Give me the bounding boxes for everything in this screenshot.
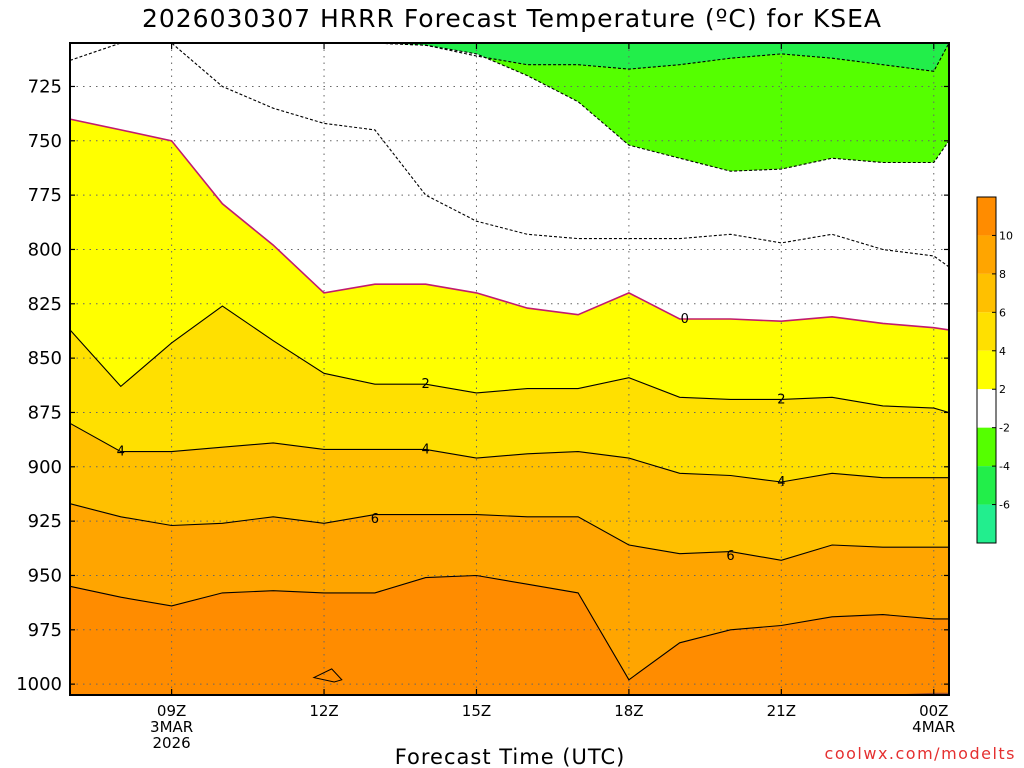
colorbar-tick-label: 6 — [999, 306, 1006, 319]
contour-label: 4 — [777, 475, 785, 490]
contour-line — [69, 574, 949, 681]
x-tick-label: 4MAR — [912, 718, 955, 736]
colorbar-swatch — [977, 235, 996, 274]
y-tick-label: 925 — [28, 511, 62, 532]
colorbar-tick-label: -6 — [999, 499, 1010, 512]
x-tick-label: 00Z — [919, 702, 948, 720]
plot-frame — [69, 42, 950, 696]
colorbar-tick-label: 4 — [999, 345, 1006, 358]
chart-title: 2026030307 HRRR Forecast Temperature (ºC… — [141, 4, 883, 33]
colorbar-tick-label: 2 — [999, 383, 1006, 396]
small-contour-feature — [312, 668, 343, 683]
grid — [70, 43, 949, 695]
x-tick-label: 3MAR — [150, 718, 193, 736]
contour-label: 4 — [422, 442, 430, 457]
contour-line — [69, 422, 949, 483]
colorbar-swatch — [977, 389, 996, 428]
colorbar-swatch — [977, 273, 996, 313]
contour-label: 0 — [681, 312, 689, 327]
colorbar-swatch — [977, 427, 996, 467]
colorbar-swatch — [977, 312, 996, 351]
contour-line — [69, 42, 950, 268]
y-tick-label: 1000 — [16, 674, 62, 695]
colorbar-swatch — [977, 350, 996, 390]
contour-line — [69, 118, 950, 331]
x-tick-label: 21Z — [767, 702, 796, 720]
y-tick-label: 725 — [28, 76, 62, 97]
colorbar-swatch — [977, 466, 996, 505]
contour-line — [69, 503, 949, 561]
contour-label: 6 — [726, 549, 734, 564]
x-tick-label: 09Z — [157, 702, 186, 720]
x-tick-label: 2026 — [153, 734, 191, 752]
colorbar: -6 -4 -2 2 4 6 8 10 — [976, 196, 1013, 544]
contour-label: 2 — [422, 377, 430, 392]
colorbar-swatch — [977, 197, 996, 236]
y-tick-label: 775 — [28, 185, 62, 206]
x-tick-label: 12Z — [309, 702, 338, 720]
x-tick-label: 15Z — [462, 702, 491, 720]
x-axis-label: Forecast Time (UTC) — [394, 745, 626, 768]
y-tick-label: 825 — [28, 294, 62, 315]
x-tick-label: 18Z — [614, 702, 643, 720]
colorbar-frame — [976, 196, 997, 544]
y-tick-label: 750 — [28, 131, 62, 152]
y-tick-label: 800 — [28, 239, 62, 260]
source-credit: coolwx.com/modelts — [824, 744, 1016, 763]
y-tick-label: 950 — [28, 565, 62, 586]
contour-label: 2 — [777, 392, 785, 407]
y-tick-label: 850 — [28, 348, 62, 369]
y-tick-label: 875 — [28, 402, 62, 423]
y-tick-label: 975 — [28, 620, 62, 641]
y-tick-label: 900 — [28, 457, 62, 478]
contour-label: 6 — [371, 512, 379, 527]
band-fill — [70, 575, 949, 695]
colorbar-tick-label: -4 — [999, 460, 1010, 473]
colorbar-swatch — [977, 504, 996, 543]
colorbar-tick-label: 8 — [999, 268, 1006, 281]
contour-label: 4 — [117, 445, 125, 460]
contour-line — [69, 305, 950, 414]
colorbar-tick-label: 10 — [999, 229, 1013, 242]
colorbar-tick-label: -2 — [999, 422, 1010, 435]
